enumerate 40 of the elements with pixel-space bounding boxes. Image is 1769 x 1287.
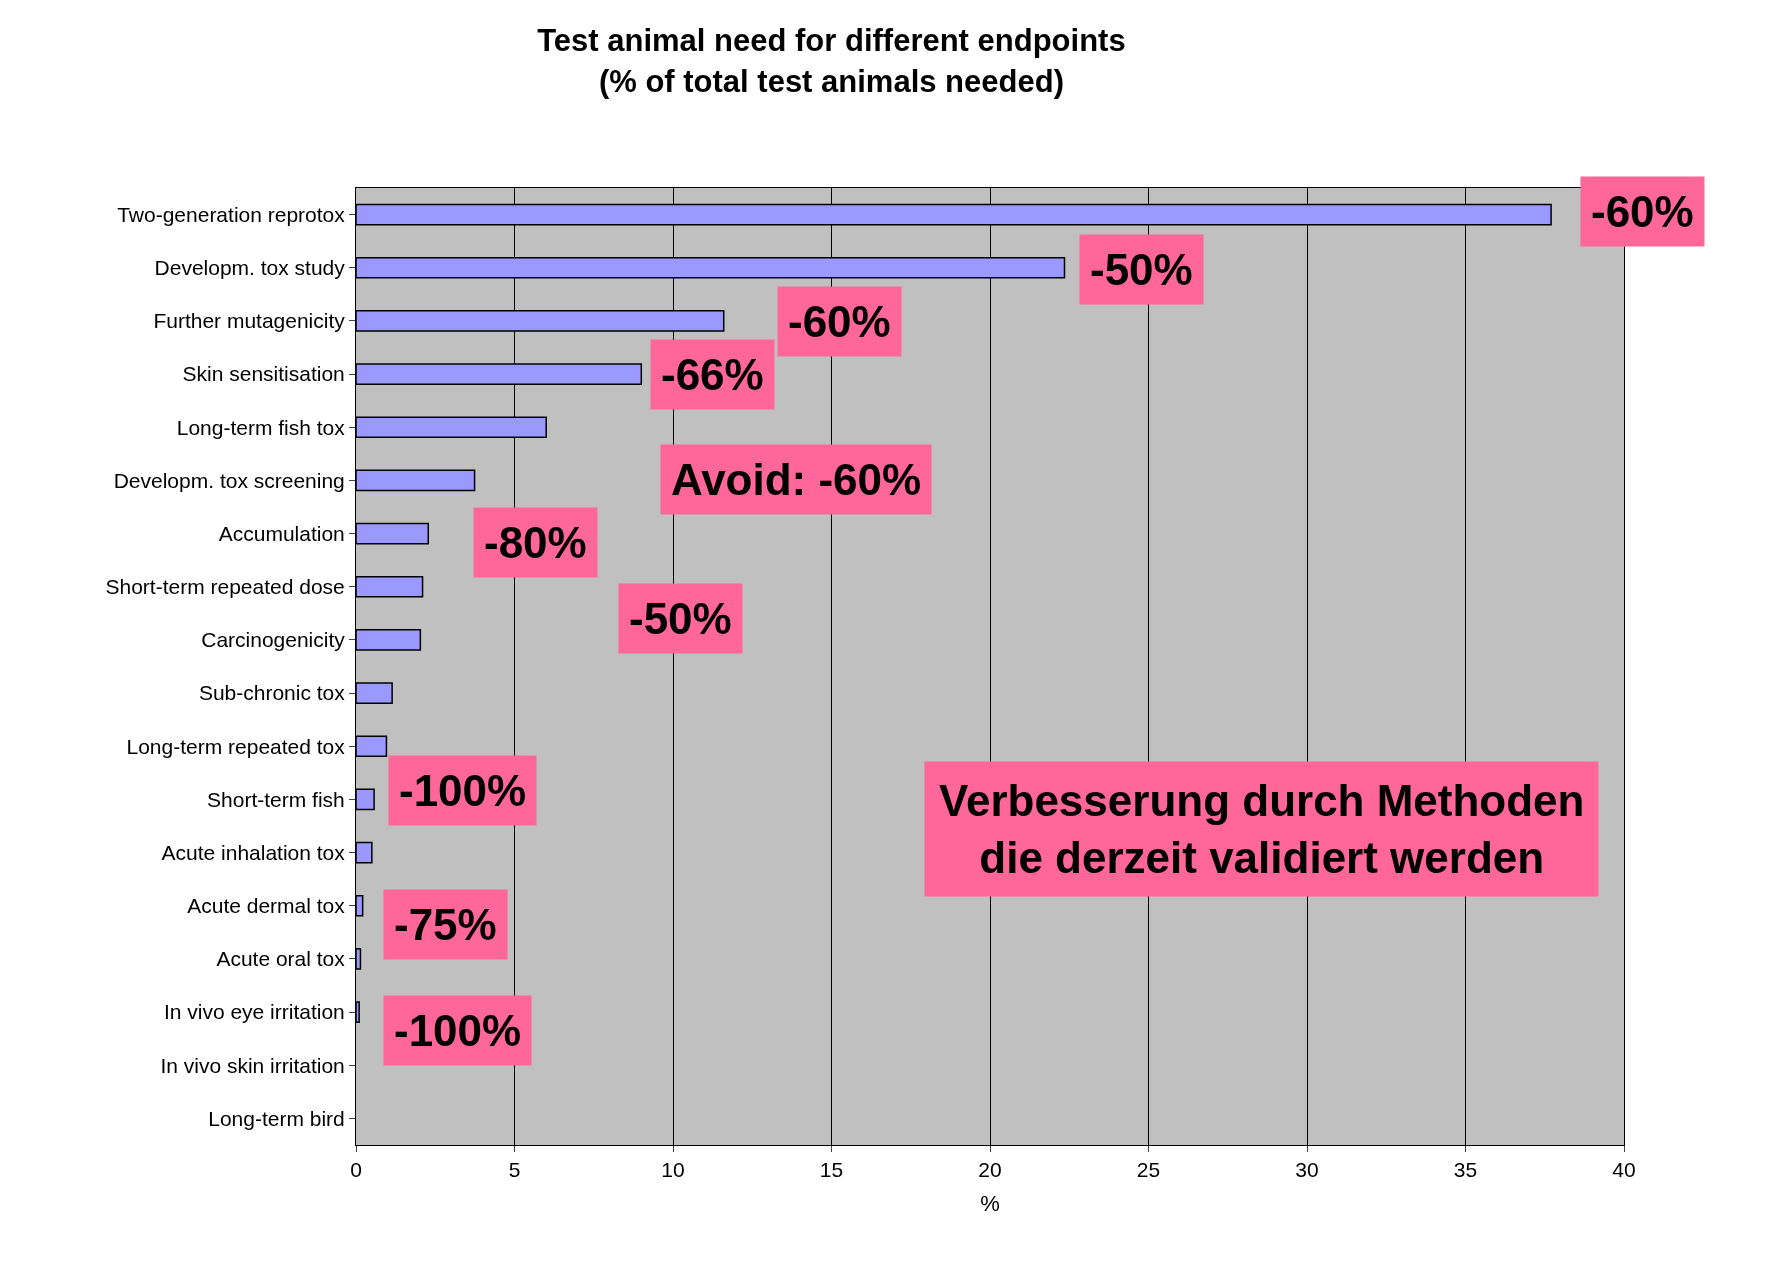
- x-tick-label: 35: [1453, 1158, 1478, 1182]
- annotation: -60%: [1591, 187, 1694, 236]
- y-tick-label: Long-term bird: [208, 1106, 345, 1130]
- y-tick-label: In vivo skin irritation: [160, 1053, 345, 1077]
- y-tick-label: Acute dermal tox: [187, 894, 346, 918]
- x-tick-label: 10: [661, 1158, 685, 1182]
- annotation: -60%: [788, 297, 891, 346]
- annotation: -100%: [394, 1006, 522, 1055]
- annotation: -50%: [1090, 245, 1193, 294]
- y-tick-label: In vivo eye irritation: [163, 1000, 345, 1024]
- annotation: -100%: [399, 766, 527, 815]
- y-tick-label: Short-term fish: [207, 787, 345, 811]
- y-tick-label: Acute oral tox: [216, 947, 346, 971]
- x-axis-title: %: [980, 1191, 1000, 1217]
- y-tick-label: Short-term repeated dose: [105, 575, 345, 599]
- x-tick-label: 20: [978, 1158, 1002, 1182]
- y-tick-label: Further mutagenicity: [153, 309, 346, 333]
- annotation: Verbesserung durch Methoden die derzeit validiert werden: [939, 776, 1585, 883]
- annotation: Avoid: -60%: [671, 455, 922, 504]
- annotation: -66%: [661, 350, 764, 399]
- y-tick-label: Accumulation: [218, 521, 345, 545]
- x-tick-label: 25: [1136, 1158, 1161, 1182]
- y-tick-label: Acute inhalation tox: [161, 840, 346, 864]
- x-tick-label: 5: [508, 1158, 521, 1182]
- chart-title: Test animal need for different endpoints (% of total test animals needed): [537, 23, 1126, 99]
- annotation: -75%: [394, 900, 497, 949]
- y-tick-label: Developm. tox screening: [113, 468, 345, 492]
- x-tick-label: 15: [819, 1158, 844, 1182]
- y-tick-label: Long-term repeated tox: [126, 734, 346, 758]
- y-tick-label: Developm. tox study: [154, 256, 346, 280]
- annotation: -80%: [484, 518, 587, 567]
- y-tick-label: Sub-chronic tox: [198, 681, 346, 705]
- x-tick-label: 0: [350, 1158, 362, 1182]
- y-tick-label: Skin sensitisation: [182, 362, 345, 386]
- y-tick-label: Long-term fish tox: [176, 415, 346, 439]
- x-tick-label: 40: [1612, 1158, 1636, 1182]
- annotation: -50%: [629, 594, 732, 643]
- y-tick-label: Carcinogenicity: [201, 628, 346, 652]
- y-tick-label: Two-generation reprotox: [117, 202, 346, 226]
- x-tick-label: 30: [1295, 1158, 1319, 1182]
